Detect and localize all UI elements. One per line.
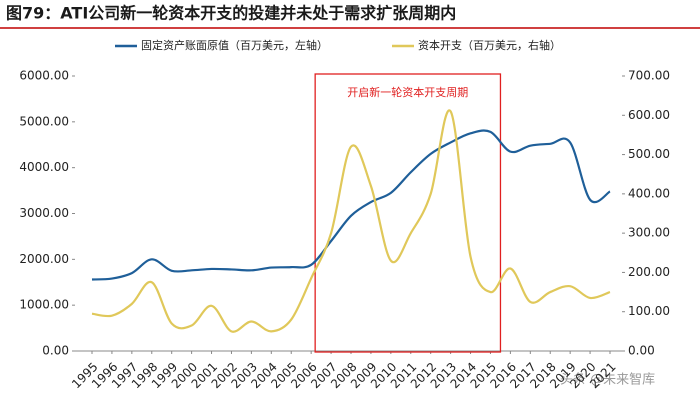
- y-tick-label: 5000.00: [19, 114, 69, 128]
- y2-tick-label: 500.00: [628, 147, 670, 161]
- y2-tick-label: 700.00: [628, 69, 670, 83]
- y-tick-label: 3000.00: [19, 206, 69, 220]
- y-tick-label: 0.00: [42, 344, 69, 358]
- y2-tick-label: 0.00: [628, 344, 655, 358]
- y-tick-label: 4000.00: [19, 160, 69, 174]
- y-tick-label: 2000.00: [19, 252, 69, 266]
- watermark: 头条 @未来智库: [560, 372, 655, 388]
- legend-label: 资本开支（百万美元，右轴）: [418, 38, 561, 52]
- chart-title: 图79：ATI公司新一轮资本开支的投建并未处于需求扩张周期内: [6, 4, 456, 23]
- series-line: [91, 129, 611, 281]
- y2-tick-label: 200.00: [628, 265, 670, 279]
- y-tick-label: 6000.00: [19, 69, 69, 83]
- legend-label: 固定资产账面原值（百万美元，左轴）: [141, 38, 328, 52]
- y2-tick-label: 100.00: [628, 304, 670, 318]
- y2-tick-label: 300.00: [628, 226, 670, 240]
- series-line: [91, 109, 611, 333]
- y2-tick-label: 400.00: [628, 186, 670, 200]
- annotation-box: [314, 73, 502, 353]
- y-tick-label: 1000.00: [19, 298, 69, 312]
- annotation: 开启新一轮资本开支周期: [347, 85, 468, 99]
- y2-tick-label: 600.00: [628, 108, 670, 122]
